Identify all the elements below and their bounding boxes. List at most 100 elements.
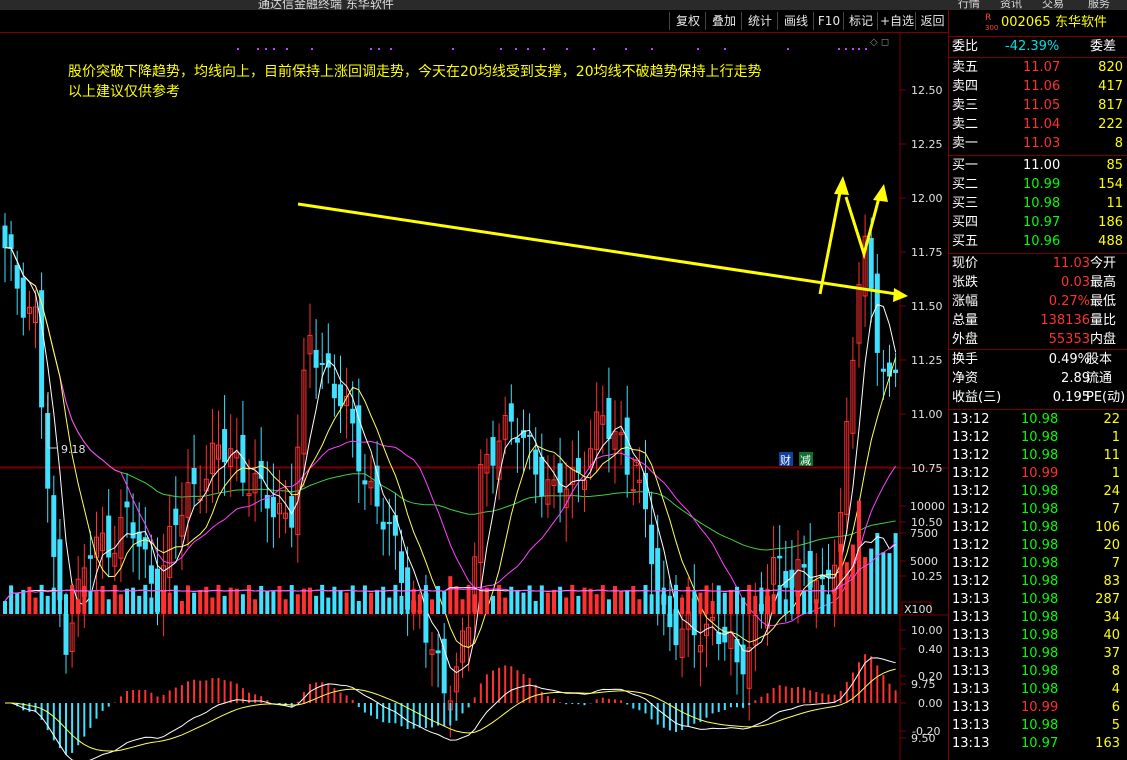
tick-price: 10.98 — [1021, 610, 1059, 625]
candle-body — [368, 480, 374, 489]
volume-bar — [308, 587, 312, 614]
signal-dot — [566, 48, 568, 50]
candle-body — [618, 432, 624, 436]
macd-axis-label: 0.40 — [918, 643, 943, 656]
quote-label-right: 量比 — [1090, 313, 1117, 328]
candle-body — [667, 613, 673, 628]
volume-bar — [76, 599, 81, 614]
volume-bar — [680, 597, 685, 614]
bid-row: 买四 10.97 186 — [949, 214, 1127, 232]
candle-body — [173, 508, 179, 526]
top-button-service[interactable]: 服务 — [1088, 0, 1110, 10]
volume-bar — [289, 585, 294, 614]
tick-time: 13:12 — [952, 448, 990, 463]
tick-time: 13:12 — [952, 466, 990, 481]
finance-event-badge[interactable] — [779, 452, 793, 466]
volume-bar — [399, 595, 404, 614]
candle-body — [222, 429, 228, 463]
volume-bar — [417, 594, 422, 614]
top-button-news[interactable]: 资讯 — [1000, 0, 1022, 10]
candle-body — [630, 489, 636, 492]
volume-bar — [204, 586, 209, 614]
candle-body — [569, 467, 575, 485]
volume-bar — [216, 584, 221, 614]
volume-bar — [893, 533, 898, 614]
candle-body — [106, 515, 112, 558]
candle-body — [783, 570, 789, 588]
volume-bar — [100, 585, 105, 614]
reduce-event-badge[interactable] — [799, 452, 813, 466]
tick-price: 10.98 — [1021, 412, 1059, 427]
pullback-arrow-line[interactable] — [844, 193, 882, 260]
stock-code[interactable]: 002065 — [1001, 15, 1051, 30]
candle-body — [746, 647, 752, 689]
top-button-quote[interactable]: 行情 — [958, 0, 980, 10]
weicha-label: 委差 — [1090, 39, 1117, 54]
ask-row: 卖三 11.05 817 — [949, 97, 1127, 115]
volume-bar — [527, 585, 532, 614]
volume-bar — [619, 591, 624, 614]
tick-volume: 40 — [1103, 628, 1120, 643]
low-price-marker: 9.18 — [61, 443, 86, 456]
tick-price: 10.98 — [1021, 592, 1059, 607]
macd-axis-label: 0.00 — [918, 697, 943, 710]
breakout-arrow-line[interactable] — [818, 181, 844, 295]
tick-volume: 24 — [1103, 484, 1120, 499]
volume-bar — [253, 599, 258, 614]
volume-bar — [94, 591, 99, 614]
volume-bar — [387, 597, 392, 614]
back-button[interactable]: 返回 — [915, 12, 949, 30]
tick-time: 13:13 — [952, 718, 990, 733]
volume-bar — [667, 595, 672, 614]
macd-axis: 0.40 0.20 0.00 -0.20 — [900, 643, 943, 738]
tick-row: 13:12 10.98 106 — [949, 519, 1127, 537]
volume-bar — [301, 588, 306, 614]
signal-dot — [865, 48, 867, 50]
quote-value: 0.27% — [1048, 294, 1090, 309]
stock-name[interactable]: 东华软件 — [1055, 15, 1108, 30]
event-marker-dollar[interactable]: $ — [633, 456, 640, 469]
tick-time: 13:13 — [952, 682, 990, 697]
overlay-button[interactable]: 叠加 — [705, 12, 742, 30]
kline-chart[interactable]: 12.50 12.25 12.00 11.75 11.50 11.25 11.00 10.75… — [0, 32, 948, 760]
window-title-bar: 通达信金融终端 东华软件 行情 资讯 交易 服务 — [0, 0, 1127, 10]
volume-bar — [3, 601, 7, 614]
fuquan-button[interactable]: 复权 — [669, 12, 706, 30]
tick-price: 10.98 — [1021, 448, 1059, 463]
add-favorite-button[interactable]: +自选 — [877, 12, 916, 30]
f10-button[interactable]: F10 — [813, 12, 844, 30]
volume-bar — [814, 599, 819, 614]
volume-bar — [423, 585, 428, 614]
statistics-button[interactable]: 统计 — [741, 12, 778, 30]
tick-volume: 6 — [1111, 700, 1120, 715]
volume-bar — [692, 589, 697, 614]
candle-body — [484, 453, 490, 474]
chart-corner-diamond-icon[interactable]: ◇ ◻ — [870, 37, 889, 48]
candle-body — [14, 265, 20, 289]
candle-body — [533, 449, 539, 475]
signal-dot — [852, 48, 854, 50]
volume-bar — [198, 589, 203, 614]
volume-bar — [9, 585, 14, 614]
analysis-note-line1: 股价突破下降趋势，均线向上，目前保持上涨回调走势，今天在20均线受到支撑，20均… — [68, 64, 762, 80]
volume-axis-label: 7500 — [910, 527, 938, 540]
candle-body — [277, 503, 282, 515]
candle-body — [868, 237, 874, 289]
top-button-trade[interactable]: 交易 — [1042, 0, 1064, 10]
bid-row: 买五 10.96 488 — [949, 233, 1127, 251]
volume-bar — [497, 584, 502, 614]
tick-row: 13:13 10.98 40 — [949, 627, 1127, 645]
volume-bar — [45, 595, 50, 614]
draw-line-button[interactable]: 画线 — [777, 12, 814, 30]
mark-button[interactable]: 标记 — [843, 12, 878, 30]
volume-bar — [552, 589, 556, 614]
candle-body — [710, 616, 716, 621]
candle-body — [374, 465, 380, 507]
tick-volume: 4 — [1111, 682, 1120, 697]
ask-price: 11.03 — [1023, 136, 1061, 151]
downtrend-line[interactable] — [297, 202, 904, 297]
stats-row: 收益(三) 0.195 PE(动) — [949, 389, 1127, 407]
tick-volume: 5 — [1111, 718, 1120, 733]
bid-label: 买一 — [952, 158, 979, 173]
bid-price: 10.99 — [1023, 177, 1061, 192]
